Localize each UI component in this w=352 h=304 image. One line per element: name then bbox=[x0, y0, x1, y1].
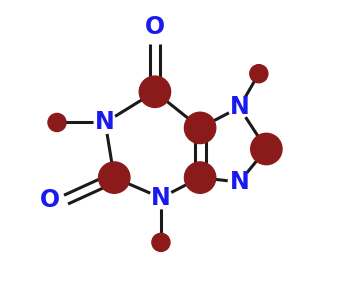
Circle shape bbox=[152, 233, 170, 251]
Text: N: N bbox=[230, 170, 249, 194]
Circle shape bbox=[228, 96, 250, 118]
Circle shape bbox=[99, 162, 130, 193]
Circle shape bbox=[250, 65, 268, 83]
Circle shape bbox=[145, 17, 165, 37]
Circle shape bbox=[139, 76, 171, 107]
Text: O: O bbox=[39, 188, 59, 212]
Circle shape bbox=[228, 171, 250, 193]
Circle shape bbox=[184, 112, 216, 143]
Circle shape bbox=[184, 162, 216, 193]
Text: N: N bbox=[151, 186, 171, 210]
Circle shape bbox=[39, 190, 59, 209]
Circle shape bbox=[94, 112, 116, 133]
Text: N: N bbox=[230, 95, 249, 119]
Text: N: N bbox=[95, 110, 115, 134]
Text: O: O bbox=[145, 15, 165, 39]
Circle shape bbox=[150, 187, 172, 209]
Circle shape bbox=[251, 133, 282, 165]
Circle shape bbox=[48, 113, 66, 132]
